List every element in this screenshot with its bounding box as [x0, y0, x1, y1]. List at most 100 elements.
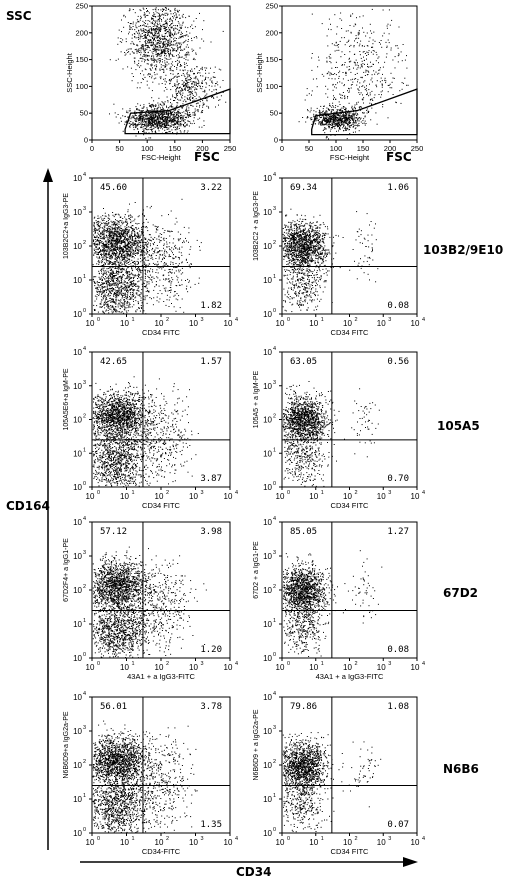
- data-point: [192, 58, 194, 60]
- data-point: [341, 118, 343, 119]
- data-point: [161, 109, 163, 110]
- data-point: [326, 57, 328, 59]
- data-point: [199, 87, 201, 89]
- data-point: [167, 45, 169, 46]
- data-point: [328, 127, 330, 129]
- data-point: [362, 122, 364, 124]
- data-point: [164, 43, 166, 45]
- data-point: [372, 63, 374, 65]
- data-point: [109, 225, 111, 227]
- data-point: [159, 68, 161, 70]
- data-point: [166, 25, 168, 27]
- data-point: [169, 121, 171, 123]
- data-point: [158, 60, 160, 62]
- data-point: [164, 62, 166, 64]
- data-point: [195, 92, 197, 94]
- data-point: [187, 70, 189, 72]
- data-point: [115, 243, 117, 245]
- data-point: [145, 41, 147, 43]
- data-point: [130, 43, 132, 45]
- data-point: [121, 232, 123, 234]
- data-point: [313, 113, 315, 115]
- data-point: [161, 83, 163, 84]
- data-point: [130, 250, 132, 252]
- data-point: [166, 35, 168, 37]
- data-point: [326, 60, 328, 62]
- data-point: [142, 20, 144, 22]
- data-point: [108, 215, 110, 217]
- data-point: [131, 240, 133, 241]
- data-point: [135, 24, 137, 26]
- data-point: [186, 44, 188, 46]
- fsc-label-cb: FSC: [386, 150, 412, 164]
- data-point: [131, 241, 133, 243]
- data-point: [156, 46, 158, 48]
- data-point: [331, 43, 333, 45]
- data-point: [178, 43, 180, 45]
- data-point: [395, 101, 397, 103]
- data-point: [167, 50, 169, 52]
- data-point: [332, 102, 334, 104]
- data-point: [376, 54, 378, 56]
- data-point: [155, 43, 157, 45]
- data-point: [322, 108, 324, 110]
- data-point: [349, 117, 351, 119]
- data-point: [362, 51, 364, 53]
- data-point: [371, 103, 372, 105]
- data-point: [128, 122, 130, 124]
- data-point: [141, 117, 143, 119]
- data-point: [182, 36, 184, 38]
- data-point: [340, 117, 342, 119]
- data-point: [151, 29, 153, 31]
- data-point: [194, 114, 196, 116]
- data-point: [140, 34, 142, 36]
- data-point: [161, 52, 163, 54]
- data-point: [143, 30, 145, 32]
- data-point: [375, 60, 377, 62]
- data-point: [96, 221, 98, 223]
- data-point: [119, 248, 121, 250]
- data-point: [366, 109, 368, 111]
- data-point: [193, 82, 195, 84]
- data-point: [159, 55, 161, 57]
- data-point: [154, 20, 156, 22]
- data-point: [334, 111, 336, 113]
- data-point: [329, 119, 331, 121]
- data-point: [128, 120, 130, 122]
- data-point: [112, 214, 114, 216]
- data-point: [367, 92, 368, 94]
- data-point: [334, 116, 336, 118]
- data-point: [148, 132, 150, 134]
- data-point: [165, 7, 167, 9]
- data-point: [102, 218, 104, 220]
- data-point: [170, 117, 172, 119]
- data-point: [125, 228, 126, 230]
- data-point: [170, 113, 172, 114]
- data-point: [107, 230, 109, 232]
- data-point: [111, 242, 113, 244]
- data-point: [96, 239, 98, 241]
- data-point: [148, 112, 150, 114]
- data-point: [210, 41, 212, 43]
- data-point: [157, 112, 159, 113]
- data-point: [334, 128, 336, 130]
- data-point: [197, 109, 199, 111]
- data-point: [127, 251, 129, 253]
- data-point: [315, 118, 317, 119]
- data-point: [118, 223, 120, 225]
- data-point: [356, 72, 358, 74]
- data-point: [141, 110, 143, 112]
- data-point: [184, 89, 186, 91]
- data-point: [167, 114, 169, 116]
- cd34-label: CD34: [236, 865, 271, 879]
- data-point: [156, 35, 158, 37]
- data-point: [152, 49, 154, 51]
- data-point: [105, 258, 107, 260]
- data-point: [350, 116, 352, 118]
- data-point: [158, 116, 160, 118]
- data-point: [360, 121, 362, 123]
- data-point: [132, 122, 134, 124]
- data-point: [190, 26, 191, 28]
- data-point: [136, 27, 138, 29]
- data-point: [365, 35, 367, 37]
